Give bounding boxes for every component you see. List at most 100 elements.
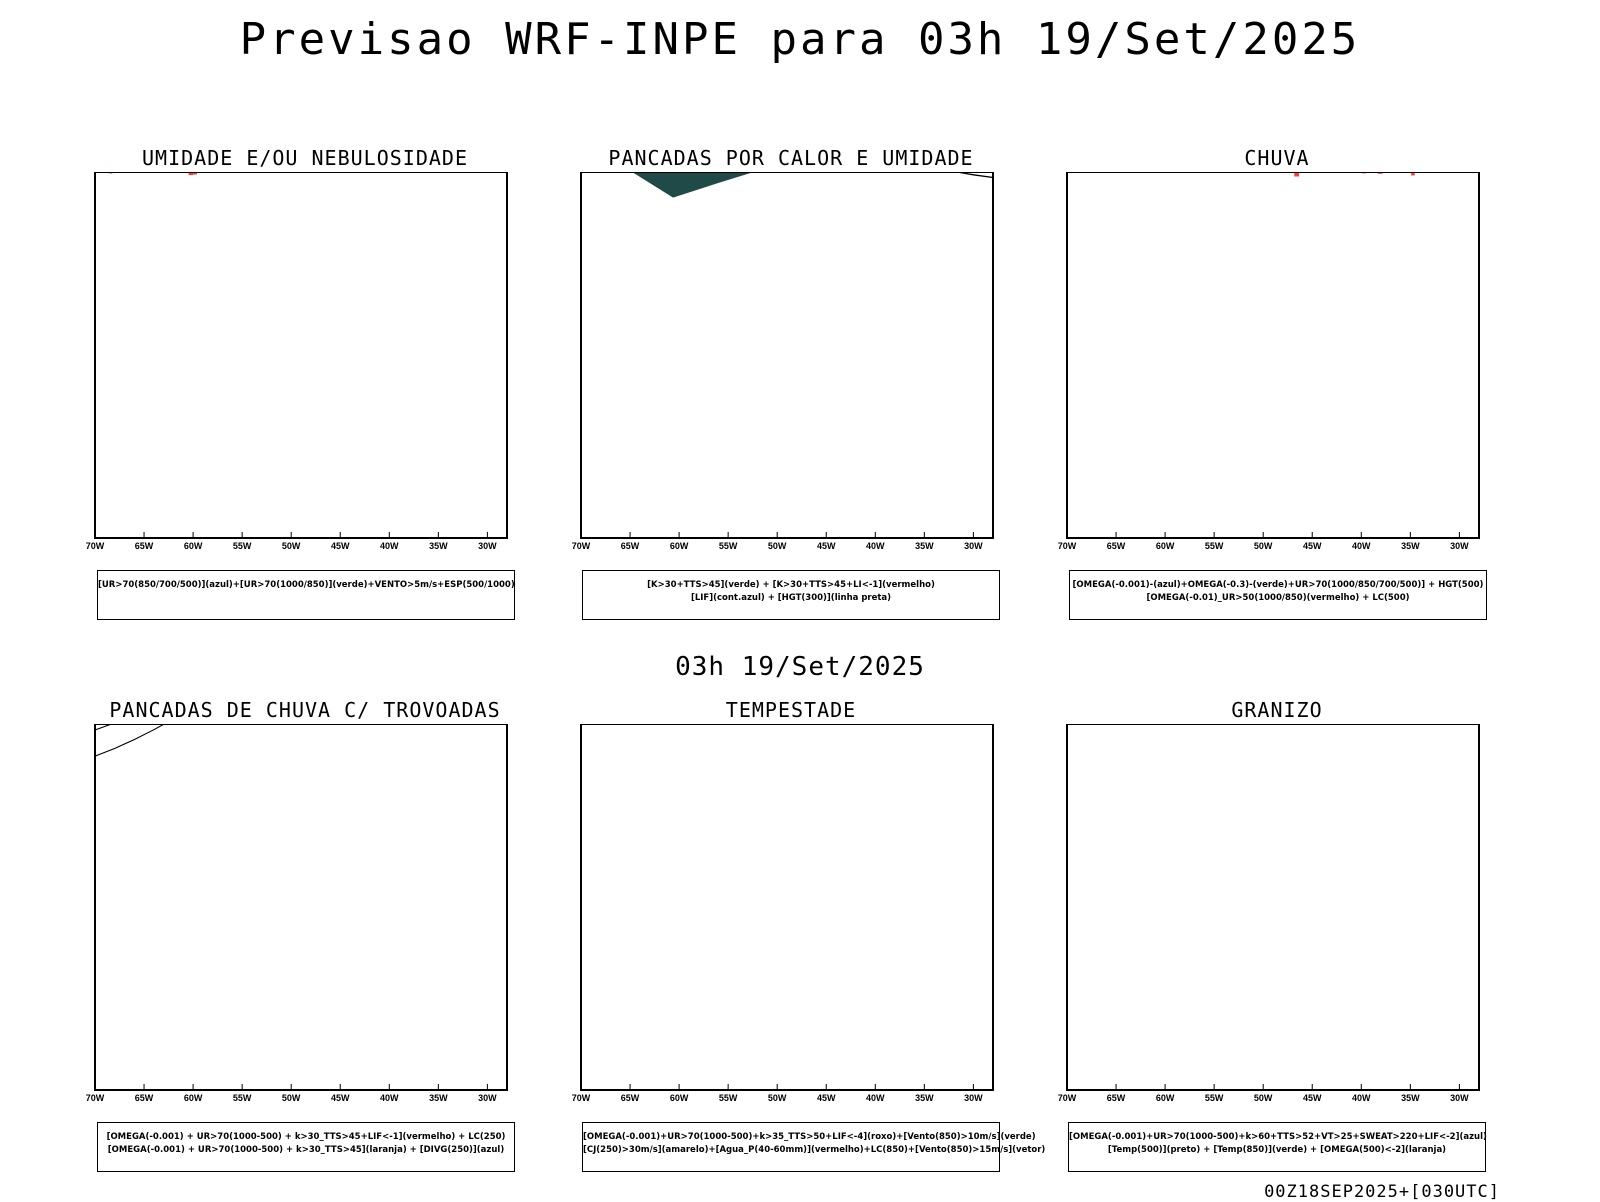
main-title: Previsao WRF-INPE para 03h 19/Set/2025 [0, 14, 1600, 65]
lon-tick-label: 60W [1156, 1093, 1175, 1103]
run-timestamp: 00Z18SEP2025+[030UTC] [1264, 1182, 1500, 1202]
legend-line: [CJ(250)>30m/s](amarelo)+[Agua_P(40-60mm… [583, 1144, 999, 1157]
lon-tick-label: 35W [429, 541, 448, 551]
lon-tick-label: 40W [866, 1093, 885, 1103]
lon-tick-label: 45W [817, 1093, 836, 1103]
lon-tick-label: 35W [915, 541, 934, 551]
lon-tick-label: 35W [429, 1093, 448, 1103]
lon-tick-label: 60W [670, 541, 689, 551]
lon-tick-label: 40W [380, 1093, 399, 1103]
legend-line: [K>30+TTS>45](verde) + [K>30+TTS>45+LI<-… [583, 579, 999, 592]
lon-tick-label: 30W [478, 1093, 497, 1103]
panel-title: GRANIZO [1037, 698, 1517, 722]
lon-tick-label: 65W [1107, 1093, 1126, 1103]
lon-tick-label: 70W [572, 1093, 591, 1103]
lon-tick-label: 40W [866, 541, 885, 551]
lon-tick-label: 70W [86, 541, 105, 551]
legend-line: [OMEGA(-0.01)_UR>50(1000/850)(vermelho) … [1070, 592, 1486, 605]
panel-thunder-showers: PANCADAS DE CHUVA C/ TROVOADAS 12S15S18S… [65, 698, 545, 1173]
lon-tick-label: 45W [331, 1093, 350, 1103]
map-layer: 96009520944093609280920012S15S18S21S24S2… [551, 172, 993, 551]
lon-tick-label: 40W [1352, 1093, 1371, 1103]
map-thunder-showers: 12S15S18S21S24S27S30S33S36S39S42S70W65W6… [65, 724, 545, 1124]
lon-tick-label: 60W [184, 1093, 203, 1103]
lon-tick-label: 35W [915, 1093, 934, 1103]
lon-tick-label: 55W [1205, 541, 1224, 551]
map-frame [1067, 724, 1479, 1090]
lon-tick-label: 30W [964, 1093, 983, 1103]
lon-tick-label: 60W [670, 1093, 689, 1103]
lon-tick-label: 50W [1254, 1093, 1273, 1103]
lon-tick-label: 35W [1401, 1093, 1420, 1103]
map-hail: -12-9-15-21121512S15S18S21S24S27S30S33S3… [1037, 724, 1517, 1124]
lon-tick-label: 40W [380, 541, 399, 551]
panel-storm: TEMPESTADE 12S15S18S21S24S27S30S33S36S39… [551, 698, 1031, 1173]
map-layer: 1012101610201024100857057658258812S15S18… [65, 172, 507, 551]
lon-tick-label: 65W [621, 1093, 640, 1103]
lon-tick-label: 50W [768, 541, 787, 551]
legend-line: [OMEGA(-0.001) + UR>70(1000-500) + k>30_… [98, 1131, 514, 1144]
map-rain: 58257657357056756412S15S18S21S24S27S30S3… [1037, 172, 1517, 572]
lon-tick-label: 70W [1058, 1093, 1077, 1103]
panel-title: TEMPESTADE [551, 698, 1031, 722]
lon-tick-label: 55W [719, 1093, 738, 1103]
lon-tick-label: 65W [1107, 541, 1126, 551]
lon-tick-label: 50W [282, 1093, 301, 1103]
legend-humidity: [UR>70(850/700/500)](azul)+[UR>70(1000/8… [97, 570, 515, 620]
lon-tick-label: 50W [768, 1093, 787, 1103]
legend-line: [Temp(500)](preto) + [Temp(850)](verde) … [1069, 1144, 1485, 1157]
lon-tick-label: 45W [1303, 541, 1322, 551]
lon-tick-label: 40W [1352, 541, 1371, 551]
legend-thunder-showers: [OMEGA(-0.001) + UR>70(1000-500) + k>30_… [97, 1122, 515, 1172]
map-frame [581, 724, 993, 1090]
lon-tick-label: 50W [282, 541, 301, 551]
legend-rain: [OMEGA(-0.001)-(azul)+OMEGA(-0.3)-(verde… [1069, 570, 1487, 620]
panel-title: PANCADAS DE CHUVA C/ TROVOADAS [65, 698, 545, 722]
legend-line: [OMEGA(-0.001)+UR>70(1000-500)+k>35_TTS>… [583, 1131, 999, 1144]
subtitle: 03h 19/Set/2025 [0, 652, 1600, 682]
panel-rain: CHUVA 58257657357056756412S15S18S21S24S2… [1037, 146, 1517, 621]
legend-line: [OMEGA(-0.001) + UR>70(1000-500) + k>30_… [98, 1144, 514, 1157]
lon-tick-label: 30W [478, 541, 497, 551]
lon-tick-label: 65W [135, 541, 154, 551]
panel-title: CHUVA [1037, 146, 1517, 170]
map-frame [95, 724, 507, 1090]
lon-tick-label: 35W [1401, 541, 1420, 551]
lon-tick-label: 50W [1254, 541, 1273, 551]
lon-tick-label: 30W [1450, 541, 1469, 551]
lon-tick-label: 45W [817, 541, 836, 551]
legend-line: [LIF](cont.azul) + [HGT(300)](linha pret… [583, 592, 999, 605]
map-layer: -12-9-15-21121512S15S18S21S24S27S30S33S3… [1037, 724, 1479, 1103]
lon-tick-label: 55W [1205, 1093, 1224, 1103]
panel-title: PANCADAS POR CALOR E UMIDADE [551, 146, 1031, 170]
panel-humidity: UMIDADE E/OU NEBULOSIDADE 10121016102010… [65, 146, 545, 621]
lon-tick-label: 30W [964, 541, 983, 551]
legend-line: [OMEGA(-0.001)-(azul)+OMEGA(-0.3)-(verde… [1070, 579, 1486, 592]
lon-tick-label: 55W [719, 541, 738, 551]
map-frame [581, 172, 993, 538]
panel-title: UMIDADE E/OU NEBULOSIDADE [65, 146, 545, 170]
map-layer: 12S15S18S21S24S27S30S33S36S39S42S70W65W6… [65, 724, 507, 1103]
lon-tick-label: 30W [1450, 1093, 1469, 1103]
lon-tick-label: 65W [135, 1093, 154, 1103]
map-heat-showers: 96009520944093609280920012S15S18S21S24S2… [551, 172, 1031, 572]
lon-tick-label: 65W [621, 541, 640, 551]
panel-hail: GRANIZO -12-9-15-21121512S15S18S21S24S27… [1037, 698, 1517, 1173]
map-frame [1067, 172, 1479, 538]
lon-tick-label: 70W [1058, 541, 1077, 551]
lon-tick-label: 55W [233, 541, 252, 551]
legend-hail: [OMEGA(-0.001)+UR>70(1000-500)+k>60+TTS>… [1068, 1122, 1486, 1172]
lon-tick-label: 60W [1156, 541, 1175, 551]
streamline [95, 724, 487, 756]
lon-tick-label: 45W [1303, 1093, 1322, 1103]
lon-tick-label: 45W [331, 541, 350, 551]
lon-tick-label: 70W [86, 1093, 105, 1103]
map-frame [95, 172, 507, 538]
lon-tick-label: 60W [184, 541, 203, 551]
panel-heat-showers: PANCADAS POR CALOR E UMIDADE 96009520944… [551, 146, 1031, 621]
map-humidity: 1012101610201024100857057658258812S15S18… [65, 172, 545, 572]
lon-tick-label: 55W [233, 1093, 252, 1103]
legend-heat-showers: [K>30+TTS>45](verde) + [K>30+TTS>45+LI<-… [582, 570, 1000, 620]
lon-tick-label: 70W [572, 541, 591, 551]
legend-line: [OMEGA(-0.001)+UR>70(1000-500)+k>60+TTS>… [1069, 1131, 1485, 1144]
